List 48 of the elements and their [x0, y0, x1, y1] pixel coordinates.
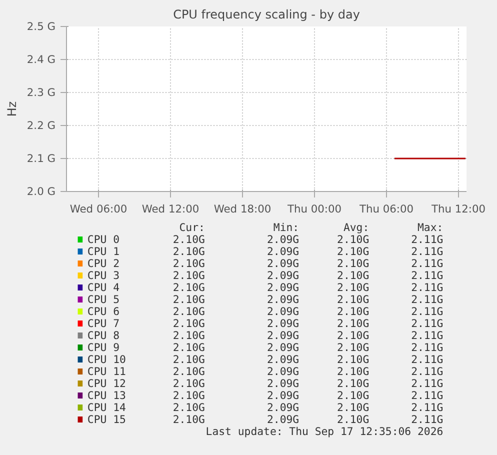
text: 2.10G 2.09G 2.10G 2.11G	[172, 341, 444, 354]
x-tick-label: Wed 12:00	[142, 202, 200, 216]
x-tick-label: Thu 00:00	[286, 202, 342, 216]
legend-label: CPU 2	[87, 257, 120, 270]
text: 2.10G 2.09G 2.10G 2.11G	[172, 377, 444, 390]
chart-title: CPU frequency scaling - by day	[173, 8, 360, 22]
text: Cur: Min: Avg: Max:	[179, 221, 444, 234]
y-tick-label: 2.0 G	[26, 185, 56, 198]
legend-label: CPU 5	[87, 293, 120, 306]
legend-label: CPU 12	[87, 377, 126, 390]
legend-label: CPU 14	[87, 401, 126, 414]
legend-label: CPU 7	[87, 317, 120, 330]
text: 2.10G 2.09G 2.10G 2.11G	[172, 401, 444, 414]
y-axis-title: Hz	[4, 101, 19, 117]
y-tick-label: 2.2 G	[26, 119, 56, 132]
y-tick-label: 2.4 G	[26, 53, 56, 66]
legend-label: CPU 4	[87, 281, 120, 294]
y-tick-label: 2.3 G	[26, 86, 56, 99]
text: 2.10G 2.09G 2.10G 2.11G	[172, 269, 444, 282]
legend-label: CPU 15	[87, 413, 126, 426]
text: 2.10G 2.09G 2.10G 2.11G	[172, 389, 444, 402]
legend-label: CPU 9	[87, 341, 120, 354]
legend-label: CPU 6	[87, 305, 120, 318]
text: 2.10G 2.09G 2.10G 2.11G	[172, 413, 444, 426]
text: 2.10G 2.09G 2.10G 2.11G	[172, 293, 444, 306]
legend-label: CPU 11	[87, 365, 126, 378]
legend-label: CPU 3	[87, 269, 120, 282]
text: 2.10G 2.09G 2.10G 2.11G	[172, 281, 444, 294]
text: 2.10G 2.09G 2.10G 2.11G	[172, 257, 444, 270]
text: 2.10G 2.09G 2.10G 2.11G	[172, 245, 444, 258]
x-tick-label: Wed 06:00	[70, 202, 128, 216]
y-tick-label: 2.5 G	[26, 20, 56, 33]
legend-label: CPU 1	[87, 245, 120, 258]
legend-label: CPU 13	[87, 389, 126, 402]
text: Last update: Thu Sep 17 12:35:06 2026	[206, 425, 444, 438]
text: 2.10G 2.09G 2.10G 2.11G	[172, 233, 444, 246]
x-tick-label: Thu 06:00	[358, 202, 414, 216]
text: 2.10G 2.09G 2.10G 2.11G	[172, 365, 444, 378]
x-tick-label: Thu 12:00	[430, 202, 486, 216]
text: 2.10G 2.09G 2.10G 2.11G	[172, 329, 444, 342]
text: 2.10G 2.09G 2.10G 2.11G	[172, 353, 444, 366]
legend-label: CPU 10	[87, 353, 126, 366]
x-tick-label: Wed 18:00	[214, 202, 272, 216]
y-tick-label: 2.1 G	[26, 152, 56, 165]
text: 2.10G 2.09G 2.10G 2.11G	[172, 317, 444, 330]
text: 2.10G 2.09G 2.10G 2.11G	[172, 305, 444, 318]
legend-label: CPU 8	[87, 329, 120, 342]
legend-label: CPU 0	[87, 233, 120, 246]
